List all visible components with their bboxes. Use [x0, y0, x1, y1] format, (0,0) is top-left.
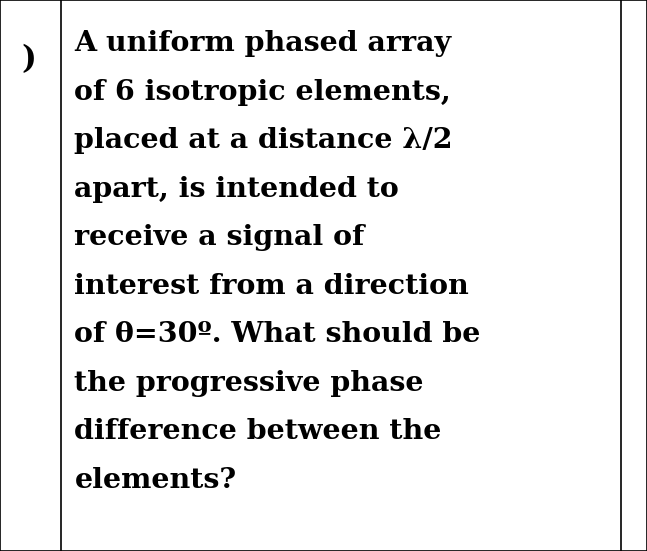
Text: difference between the: difference between the — [74, 418, 442, 445]
Text: ): ) — [22, 44, 36, 75]
Text: of 6 isotropic elements,: of 6 isotropic elements, — [74, 79, 451, 106]
Text: apart, is intended to: apart, is intended to — [74, 176, 399, 203]
Text: the progressive phase: the progressive phase — [74, 370, 424, 397]
Text: of θ=30º. What should be: of θ=30º. What should be — [74, 321, 481, 348]
Text: receive a signal of: receive a signal of — [74, 224, 365, 251]
Text: elements?: elements? — [74, 467, 237, 494]
Text: A uniform phased array: A uniform phased array — [74, 30, 452, 57]
Text: placed at a distance λ/2: placed at a distance λ/2 — [74, 127, 453, 154]
Text: interest from a direction: interest from a direction — [74, 273, 469, 300]
